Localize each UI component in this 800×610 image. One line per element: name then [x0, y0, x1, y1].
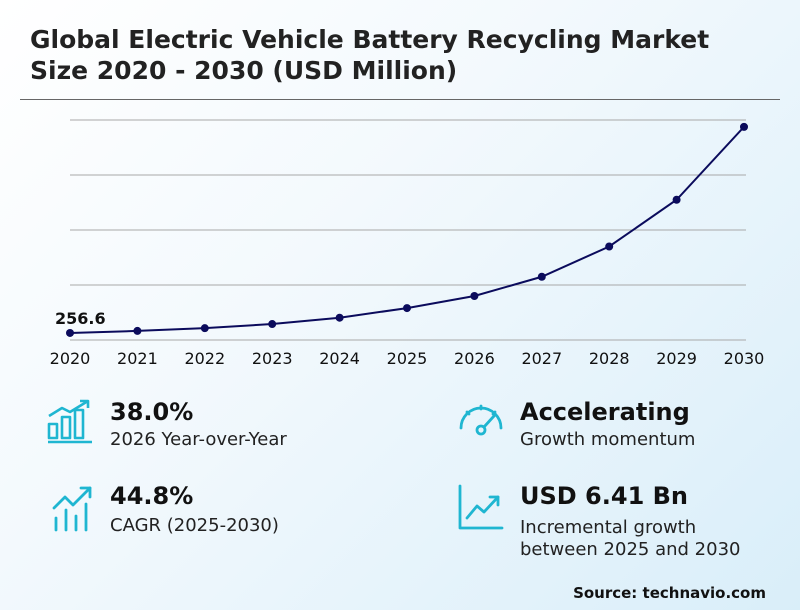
kpi-value: USD 6.41 Bn: [520, 482, 688, 510]
x-tick-label: 2029: [656, 349, 697, 368]
data-point: [672, 195, 681, 204]
data-point: [66, 328, 74, 337]
title-divider: [20, 99, 780, 100]
x-tick-label: 2028: [589, 349, 630, 368]
data-point: [403, 304, 411, 313]
chart-title: Global Electric Vehicle Battery Recyclin…: [30, 25, 710, 85]
source-note: Source: technavio.com: [573, 584, 766, 602]
x-tick-label: 2023: [252, 349, 293, 368]
line-chart: 2020 2021 2022 2023 2024 2025 2026 2027 2028 2029…: [50, 119, 765, 368]
gauge-icon: [459, 404, 503, 436]
data-point: [335, 313, 344, 322]
data-point: [740, 122, 748, 131]
data-point: [200, 324, 209, 333]
kpi-desc: Growth momentum: [520, 429, 696, 450]
x-tick-label: 2025: [387, 349, 428, 368]
x-tick-label: 2022: [184, 349, 225, 368]
data-label: 256.6: [55, 309, 106, 328]
data-point: [605, 242, 614, 251]
kpi-value: Accelerating: [520, 398, 690, 426]
kpi-value: 44.8%: [110, 482, 194, 510]
data-point: [470, 292, 479, 300]
x-tick-label: 2027: [521, 349, 562, 368]
x-tick-label: 2024: [319, 349, 360, 368]
kpi-desc: CAGR (2025-2030): [110, 515, 279, 536]
x-tick-label: 2021: [117, 349, 158, 368]
line-chart-icon: [458, 484, 504, 530]
kpi-desc-line-2: between 2025 and 2030: [520, 539, 741, 560]
x-tick-label: 2020: [50, 349, 91, 368]
kpi-desc-line-1: Incremental growth: [520, 517, 697, 538]
data-point: [268, 320, 277, 329]
data-point: [133, 326, 142, 335]
x-tick-label: 2030: [724, 349, 765, 368]
data-point: [537, 272, 546, 281]
bar-growth-icon: [47, 399, 92, 444]
x-tick-label: 2026: [454, 349, 495, 368]
kpi-value: 38.0%: [110, 398, 194, 426]
trend-bars-icon: [52, 486, 92, 532]
kpi-desc: 2026 Year-over-Year: [110, 429, 287, 450]
